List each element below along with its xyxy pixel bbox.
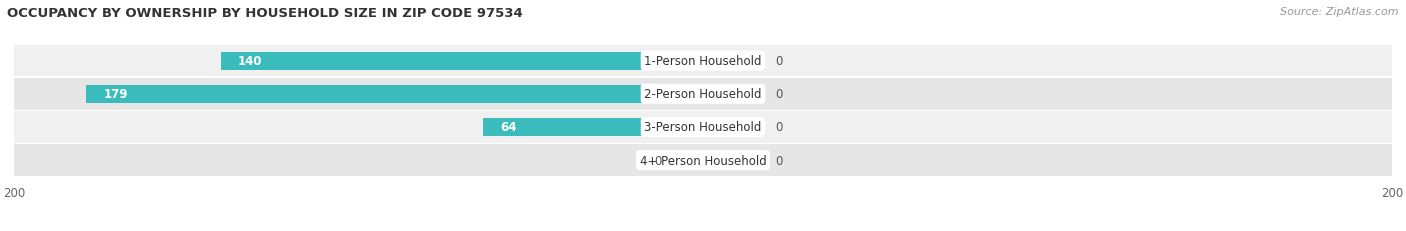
Text: 0: 0 bbox=[775, 55, 783, 68]
Text: 0: 0 bbox=[654, 154, 662, 167]
Text: 0: 0 bbox=[775, 121, 783, 134]
Bar bbox=[669, 151, 703, 170]
Text: 2-Person Household: 2-Person Household bbox=[644, 88, 762, 101]
Legend: Owner-occupied, Renter-occupied: Owner-occupied, Renter-occupied bbox=[576, 228, 830, 231]
Text: 179: 179 bbox=[104, 88, 128, 101]
Bar bbox=[86, 85, 703, 103]
Bar bbox=[14, 145, 1392, 176]
Bar bbox=[703, 118, 765, 137]
Bar bbox=[14, 79, 1392, 110]
Text: 140: 140 bbox=[238, 55, 263, 68]
Bar bbox=[221, 52, 703, 70]
Text: Source: ZipAtlas.com: Source: ZipAtlas.com bbox=[1281, 7, 1399, 17]
Bar bbox=[703, 151, 765, 170]
Bar bbox=[482, 118, 703, 137]
Bar bbox=[14, 46, 1392, 77]
Text: 64: 64 bbox=[499, 121, 516, 134]
Text: 4+ Person Household: 4+ Person Household bbox=[640, 154, 766, 167]
Text: 0: 0 bbox=[775, 154, 783, 167]
Bar bbox=[703, 52, 765, 70]
Bar bbox=[14, 112, 1392, 143]
Bar bbox=[703, 85, 765, 103]
Text: 0: 0 bbox=[775, 88, 783, 101]
Text: OCCUPANCY BY OWNERSHIP BY HOUSEHOLD SIZE IN ZIP CODE 97534: OCCUPANCY BY OWNERSHIP BY HOUSEHOLD SIZE… bbox=[7, 7, 523, 20]
Text: 3-Person Household: 3-Person Household bbox=[644, 121, 762, 134]
Text: 1-Person Household: 1-Person Household bbox=[644, 55, 762, 68]
